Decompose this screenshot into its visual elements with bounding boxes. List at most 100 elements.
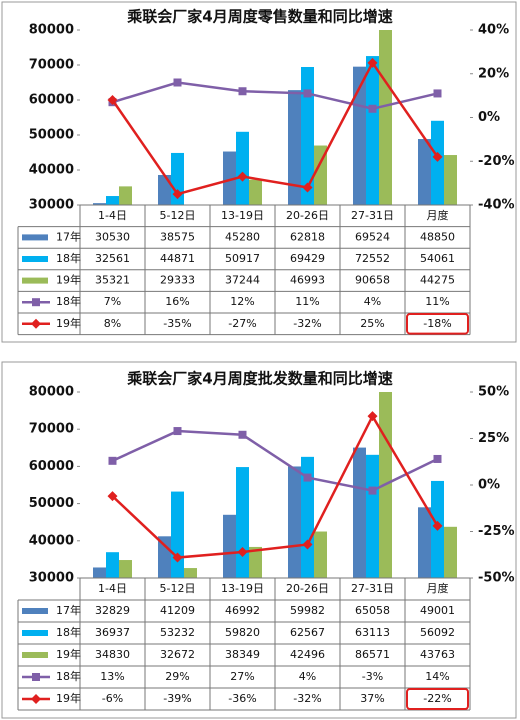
line-marker xyxy=(173,78,182,87)
line-marker xyxy=(433,454,442,463)
highlight-box xyxy=(406,688,469,710)
line-marker xyxy=(303,89,312,98)
line-marker xyxy=(367,57,378,68)
bar xyxy=(249,546,262,578)
table-cell: 49001 xyxy=(420,604,455,617)
table-cell: 12% xyxy=(230,295,254,308)
table-cell: 54061 xyxy=(420,252,455,265)
table-cell: 69429 xyxy=(290,252,325,265)
bar xyxy=(106,552,119,578)
x-tick-label: 1-4日 xyxy=(98,209,127,222)
bar xyxy=(171,491,184,578)
table-cell: 90658 xyxy=(355,274,390,287)
table-cell: 8% xyxy=(104,317,121,330)
table-cell: 37244 xyxy=(225,274,260,287)
y-tick-label: 40000 xyxy=(29,163,74,178)
y2-tick-label: 0% xyxy=(478,110,500,125)
x-tick-label: 5-12日 xyxy=(160,209,196,222)
x-tick-label: 5-12日 xyxy=(160,582,196,595)
y-tick-label: 30000 xyxy=(29,198,74,213)
table-cell: 29% xyxy=(165,670,189,683)
table-cell: 45280 xyxy=(225,230,260,243)
legend-marker xyxy=(32,673,40,681)
line-marker xyxy=(303,473,312,482)
table-cell: 14% xyxy=(425,670,449,683)
table-cell: -35% xyxy=(163,317,191,330)
table-cell: 4% xyxy=(299,670,316,683)
legend-key xyxy=(22,256,48,262)
x-tick-label: 27-31日 xyxy=(351,582,394,595)
table-cell: 72552 xyxy=(355,252,390,265)
x-tick-label: 13-19日 xyxy=(221,582,264,595)
bar xyxy=(366,56,379,205)
line-marker xyxy=(172,552,183,563)
bar xyxy=(106,196,119,205)
line-marker xyxy=(432,151,443,162)
bar xyxy=(236,467,249,578)
table-cell: 38575 xyxy=(160,230,195,243)
table-cell: 42496 xyxy=(290,648,325,661)
line-marker xyxy=(108,456,117,465)
table-cell: 59820 xyxy=(225,626,260,639)
bar xyxy=(431,120,444,205)
legend-key xyxy=(22,652,48,658)
bar xyxy=(288,466,301,578)
y-tick-label: 80000 xyxy=(29,385,74,400)
table-cell: 56092 xyxy=(420,626,455,639)
y-tick-label: 30000 xyxy=(29,571,74,586)
table-cell: 36937 xyxy=(95,626,130,639)
legend-key xyxy=(22,608,48,614)
y2-tick-label: 25% xyxy=(478,431,509,446)
table-cell: 7% xyxy=(104,295,121,308)
table-cell: 32829 xyxy=(95,604,130,617)
table-cell: 37% xyxy=(360,692,384,705)
y2-tick-label: -25% xyxy=(478,524,515,539)
table-cell: 35321 xyxy=(95,274,130,287)
table-cell: 46993 xyxy=(290,274,325,287)
chart-frame xyxy=(1,361,517,719)
table-cell: 86571 xyxy=(355,648,390,661)
table-cell: 43763 xyxy=(420,648,455,661)
bar xyxy=(301,456,314,578)
table-cell: -36% xyxy=(228,692,256,705)
line-marker xyxy=(107,95,118,105)
y-tick-label: 50000 xyxy=(29,496,74,511)
highlight-box xyxy=(406,313,469,335)
legend-label: 19年 xyxy=(56,273,81,287)
legend-label: 18年 xyxy=(56,669,81,683)
legend-label: 17年 xyxy=(56,229,81,243)
bar xyxy=(288,90,301,205)
y2-tick-label: 0% xyxy=(478,478,500,493)
legend-key xyxy=(22,630,48,636)
bar xyxy=(158,174,171,205)
table-cell: -39% xyxy=(163,692,191,705)
y2-tick-label: 20% xyxy=(478,66,509,81)
legend-label: 18年 xyxy=(56,625,81,639)
table-cell: 44871 xyxy=(160,252,195,265)
line-marker xyxy=(238,87,247,96)
table-cell: 46992 xyxy=(225,604,260,617)
legend-marker xyxy=(32,298,40,307)
table-cell: 65058 xyxy=(355,604,390,617)
bar xyxy=(93,203,106,205)
line xyxy=(111,60,439,196)
y2-tick-label: 50% xyxy=(478,385,509,400)
y-tick-label: 70000 xyxy=(29,422,74,437)
table-cell: 30530 xyxy=(95,230,130,243)
table-cell: 25% xyxy=(360,317,384,330)
line-marker xyxy=(237,546,248,557)
table-cell: 50917 xyxy=(225,252,260,265)
y2-tick-label: -40% xyxy=(478,198,515,213)
line-marker xyxy=(172,189,183,200)
legend-key xyxy=(22,277,48,284)
table-cell: -18% xyxy=(423,317,451,330)
legend-label: 18年 xyxy=(56,251,81,265)
line-marker xyxy=(367,411,378,422)
table-cell: 13% xyxy=(100,670,124,683)
table-cell: 29333 xyxy=(160,274,195,287)
table-cell: 11% xyxy=(295,295,319,308)
bar xyxy=(418,139,431,205)
table-cell: 48850 xyxy=(420,230,455,243)
line xyxy=(112,81,438,111)
chart-frame xyxy=(1,1,517,343)
